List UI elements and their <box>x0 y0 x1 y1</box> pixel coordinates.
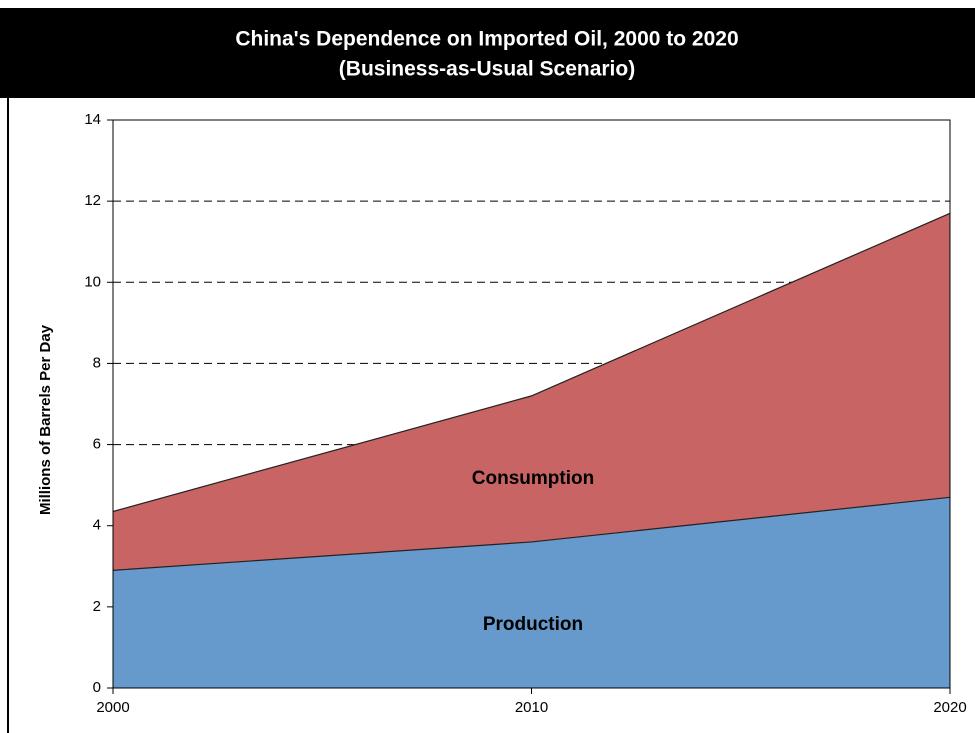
y-tick-label: 10 <box>84 273 101 290</box>
y-tick-label: 6 <box>93 436 101 453</box>
title-bar <box>0 8 975 98</box>
y-tick-label: 12 <box>84 192 101 209</box>
area <box>113 497 950 688</box>
y-tick-label: 2 <box>93 598 101 615</box>
y-tick-label: 14 <box>84 111 101 128</box>
area-line <box>112 496 951 571</box>
chart-title: China's Dependence on Imported Oil, 2000… <box>235 28 738 51</box>
x-tick-label: 2010 <box>515 699 548 716</box>
area-line <box>112 212 951 513</box>
plot: 0 2 4 6 8 10 12 14 Consumption Production 2000 2010… <box>84 111 966 716</box>
series-label: Production <box>483 614 583 635</box>
y-tick-label: 0 <box>93 679 101 696</box>
y-tick-label: 8 <box>93 354 101 371</box>
y-axis-label: Millions of Barrels Per Day <box>37 324 54 515</box>
x-tick-label: 2000 <box>96 699 129 716</box>
series-label: Consumption <box>472 468 594 489</box>
x-tick-label: 2020 <box>933 699 966 716</box>
y-tick-label: 4 <box>93 517 101 534</box>
chart-subtitle: (Business-as-Usual Scenario) <box>339 58 635 81</box>
